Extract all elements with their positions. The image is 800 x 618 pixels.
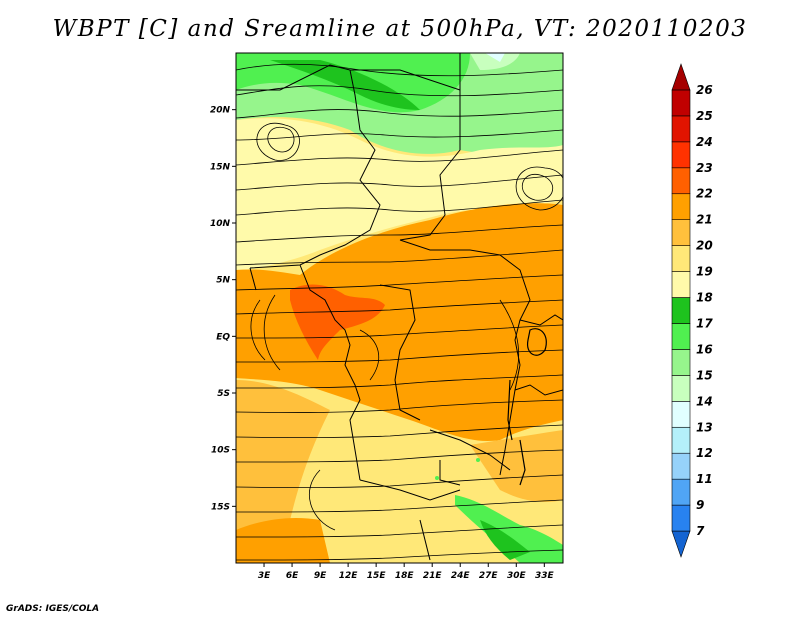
map-title: WBPT [C] and Sreamline at 500hPa, VT: 20…	[52, 16, 748, 42]
lon-tick-label: 12E	[339, 571, 359, 581]
colorbar-swatch	[671, 375, 691, 402]
colorbar-swatch	[671, 504, 691, 532]
colorbar-label: 14	[696, 394, 713, 408]
colorbar-swatch	[671, 167, 691, 195]
colorbar-swatch	[671, 323, 691, 350]
colorbar-swatch	[671, 401, 691, 428]
lat-tick-label: EQ	[216, 332, 230, 342]
colorbar-min-triangle	[671, 530, 691, 558]
colorbar: 7 9 11 12 13 14 15 16 17 18 19 20 21 22 23 24 25 26	[671, 63, 713, 558]
lon-tick-label: 9E	[314, 571, 327, 581]
colorbar-max-triangle	[671, 63, 691, 91]
colorbar-label: 9	[696, 498, 704, 512]
map-frame	[235, 52, 564, 564]
colorbar-label: 15	[696, 368, 713, 382]
colorbar-label: 25	[696, 109, 713, 123]
wbpt-field	[236, 53, 563, 563]
lon-tick-label: 33E	[535, 571, 555, 581]
colorbar-label: 23	[696, 161, 713, 175]
lat-tick-label: 10N	[210, 219, 231, 229]
colorbar-label: 11	[696, 472, 713, 486]
colorbar-swatch	[671, 426, 691, 454]
colorbar-swatch	[671, 219, 691, 246]
colorbar-swatch	[671, 271, 691, 298]
colorbar-swatch	[671, 141, 691, 169]
colorbar-label: 26	[696, 83, 713, 97]
colorbar-swatch	[671, 115, 691, 143]
lat-tick-label: 5N	[216, 276, 230, 286]
colorbar-label: 18	[696, 291, 713, 305]
colorbar-label: 16	[696, 342, 713, 356]
colorbar-swatch	[671, 452, 691, 480]
colorbar-label: 21	[696, 213, 713, 227]
colorbar-swatch	[671, 89, 691, 117]
colorbar-swatch	[671, 349, 691, 376]
colorbar-swatch	[671, 297, 691, 324]
lon-tick-label: 3E	[258, 571, 271, 581]
lat-tick-label: 15N	[210, 162, 231, 172]
colorbar-swatch	[671, 245, 691, 272]
lon-tick-label: 18E	[395, 571, 415, 581]
colorbar-label: 7	[696, 524, 705, 538]
streamlines	[236, 63, 563, 561]
lon-tick-label: 30E	[507, 571, 527, 581]
lat-tick-label: 15S	[211, 502, 230, 512]
colorbar-label: 24	[696, 135, 713, 149]
lat-tick-label: 10S	[211, 446, 230, 456]
colorbar-label: 20	[696, 239, 713, 253]
lakes	[507, 328, 547, 486]
lon-tick-label: 27E	[479, 571, 499, 581]
colorbar-label: 12	[696, 446, 713, 460]
colorbar-label: 17	[696, 316, 713, 330]
lat-tick-label: 5S	[217, 389, 230, 399]
colorbar-swatch	[671, 478, 691, 506]
lat-tick-label: 20N	[210, 106, 231, 116]
country-borders	[236, 53, 563, 561]
longitude-axis: 3E 6E 9E 12E 15E 18E 21E 24E 27E 30E 33E	[258, 563, 555, 581]
lon-tick-label: 6E	[286, 571, 299, 581]
lon-tick-label: 21E	[423, 571, 443, 581]
colorbar-swatch	[671, 193, 691, 220]
latitude-axis: 20N 15N 10N 5N EQ 5S 10S 15S	[210, 106, 236, 512]
colorbar-label: 22	[696, 187, 713, 201]
lon-tick-label: 15E	[367, 571, 387, 581]
colorbar-label: 19	[696, 265, 713, 279]
grads-credit: GrADS: IGES/COLA	[6, 604, 100, 614]
lon-tick-label: 24E	[451, 571, 471, 581]
colorbar-label: 13	[696, 420, 713, 434]
